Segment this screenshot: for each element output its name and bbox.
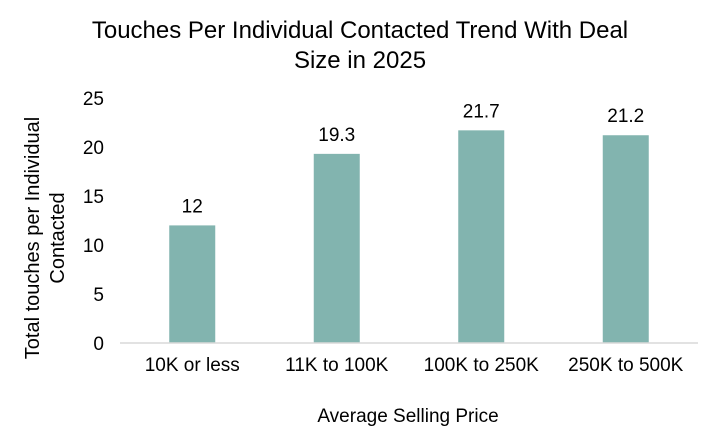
y-axis-title: Total touches per Individual Contacted	[22, 117, 69, 359]
bar	[313, 153, 360, 343]
x-tick-label: 11K to 100K	[285, 355, 389, 376]
y-tick-label: 10	[83, 236, 104, 257]
chart-title-line-2: Size in 2025	[294, 47, 426, 74]
data-label: 19.3	[318, 125, 355, 146]
data-label: 12	[182, 196, 203, 217]
x-tick-label: 250K to 500K	[568, 355, 683, 376]
bar	[458, 130, 505, 343]
x-axis-title: Average Selling Price	[317, 406, 498, 427]
data-label: 21.7	[463, 101, 500, 122]
plot-area: 0 5 10 15 20 25 12 10K or less 19.3 11K to 100K 21…	[83, 89, 698, 376]
y-tick-label: 25	[83, 89, 104, 110]
y-tick-label: 5	[93, 285, 104, 306]
y-axis-title-line-2: Contacted	[47, 192, 69, 283]
data-label: 21.2	[607, 106, 644, 127]
x-tick-label: 100K to 250K	[424, 355, 539, 376]
x-tick-label: 10K or less	[145, 355, 240, 376]
bar	[169, 225, 216, 343]
y-tick-label: 20	[83, 138, 104, 159]
y-tick-label: 15	[83, 187, 104, 208]
y-axis-title-line-1: Total touches per Individual	[22, 117, 44, 359]
chart-title-line-1: Touches Per Individual Contacted Trend W…	[92, 17, 628, 44]
y-tick-label: 0	[93, 334, 104, 355]
bar	[602, 135, 649, 343]
